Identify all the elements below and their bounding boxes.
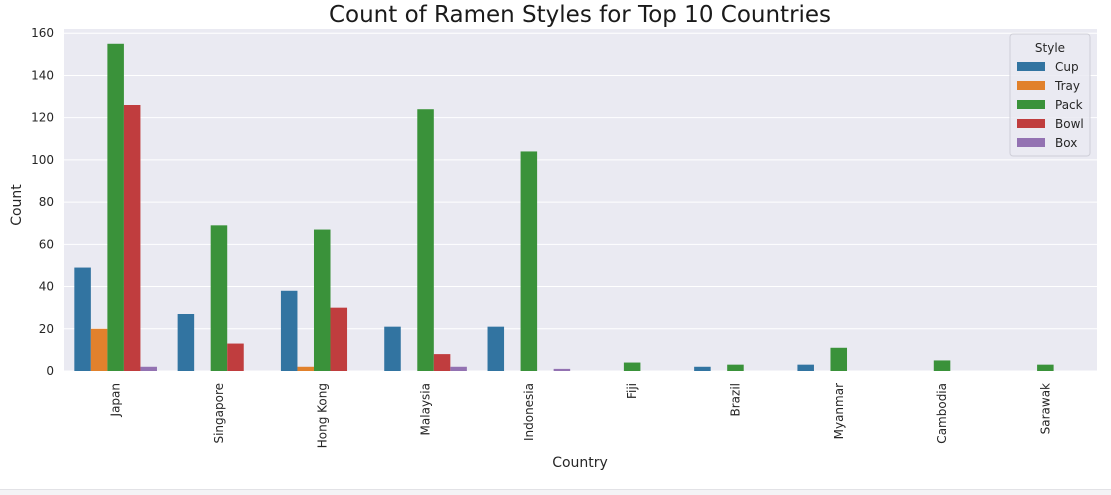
bar-cup (797, 364, 814, 371)
x-tick-label: Sarawak (1038, 383, 1052, 434)
y-axis-ticks: 0 20 40 60 80 100 120 140 160 (31, 26, 54, 378)
bar-cup (384, 326, 401, 371)
bar-box (553, 368, 571, 371)
legend-label-bowl: Bowl (1055, 117, 1084, 131)
bar-pack (1037, 364, 1054, 371)
bar-bowl (330, 307, 348, 371)
bar-cup (177, 314, 195, 371)
y-tick-label: 40 (39, 280, 54, 294)
plot-area (64, 29, 1097, 371)
y-tick-label: 60 (39, 237, 54, 251)
x-tick-label: Malaysia (419, 383, 433, 435)
bottom-divider (0, 489, 1111, 495)
legend-swatch-cup (1017, 62, 1045, 71)
bar-pack (417, 109, 434, 371)
x-tick-label: Japan (109, 383, 123, 417)
bar-bowl (227, 343, 244, 371)
bar-cup (74, 267, 91, 371)
bar-bowl (123, 105, 141, 371)
y-tick-label: 160 (31, 26, 54, 40)
x-tick-label: Brazil (728, 383, 742, 417)
legend-title: Style (1035, 41, 1065, 55)
x-axis-label: Country (552, 455, 608, 471)
x-tick-label: Cambodia (935, 383, 949, 444)
bar-bowl (433, 354, 451, 371)
y-tick-label: 140 (31, 68, 54, 82)
chart-title: Count of Ramen Styles for Top 10 Countri… (329, 2, 831, 28)
x-tick-label: Myanmar (832, 383, 846, 439)
y-axis-label: Count (9, 184, 25, 226)
bar-pack (210, 225, 228, 371)
legend-label-tray: Tray (1054, 79, 1080, 93)
bar-cup (280, 290, 298, 371)
legend-label-cup: Cup (1055, 60, 1079, 74)
x-tick-label: Hong Kong (315, 383, 329, 448)
bar-box (140, 366, 157, 371)
bar-pack (313, 229, 331, 371)
bar-pack (107, 43, 124, 372)
legend-swatch-box (1017, 138, 1045, 147)
bar-pack (520, 151, 538, 371)
x-axis-ticks: Japan Singapore Hong Kong Malaysia Indonesia… (109, 383, 1053, 448)
bar-box (450, 366, 467, 371)
y-tick-label: 80 (39, 195, 54, 209)
legend: Style Cup Tray Pack Bowl Box (1009, 33, 1091, 157)
x-tick-label: Indonesia (522, 383, 536, 441)
y-tick-label: 100 (31, 153, 54, 167)
x-tick-label: Singapore (212, 383, 226, 444)
bar-cup (694, 366, 711, 371)
y-tick-label: 20 (39, 322, 54, 336)
legend-label-box: Box (1055, 136, 1077, 150)
legend-swatch-pack (1017, 100, 1045, 109)
legend-swatch-tray (1017, 81, 1045, 90)
bar-tray (90, 328, 108, 371)
bar-tray (297, 366, 314, 371)
bar-pack (623, 362, 641, 371)
bar-cup (487, 326, 505, 371)
bar-pack (830, 347, 848, 371)
y-tick-label: 120 (31, 111, 54, 125)
legend-label-pack: Pack (1055, 98, 1083, 112)
bar-pack (933, 360, 951, 371)
x-tick-label: Fiji (625, 383, 639, 399)
bar-pack (727, 364, 744, 371)
y-tick-label: 0 (46, 364, 54, 378)
bars (74, 43, 1054, 372)
legend-swatch-bowl (1017, 119, 1045, 128)
